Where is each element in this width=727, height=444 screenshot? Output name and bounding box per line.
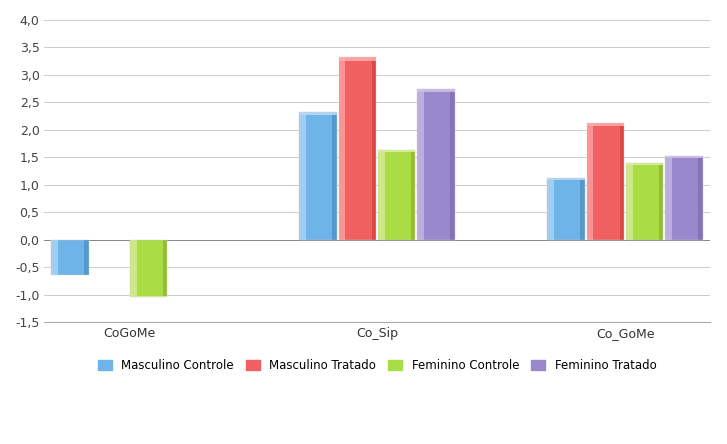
FancyBboxPatch shape <box>619 123 624 240</box>
Bar <box>378 150 415 240</box>
Bar <box>626 163 663 240</box>
FancyBboxPatch shape <box>130 240 167 297</box>
FancyBboxPatch shape <box>547 178 554 240</box>
FancyBboxPatch shape <box>626 163 663 240</box>
FancyBboxPatch shape <box>698 156 703 240</box>
Bar <box>130 240 167 297</box>
Legend: Masculino Controle, Masculino Tratado, Feminino Controle, Feminino Tratado: Masculino Controle, Masculino Tratado, F… <box>93 354 661 377</box>
FancyBboxPatch shape <box>587 123 624 240</box>
FancyBboxPatch shape <box>659 163 663 240</box>
FancyBboxPatch shape <box>587 123 624 126</box>
FancyBboxPatch shape <box>52 240 58 275</box>
FancyBboxPatch shape <box>130 296 167 297</box>
FancyBboxPatch shape <box>339 57 376 61</box>
Bar <box>339 57 376 240</box>
Bar <box>417 89 454 240</box>
FancyBboxPatch shape <box>587 123 593 240</box>
FancyBboxPatch shape <box>417 89 454 92</box>
FancyBboxPatch shape <box>300 112 337 115</box>
FancyBboxPatch shape <box>665 156 703 159</box>
FancyBboxPatch shape <box>580 178 585 240</box>
FancyBboxPatch shape <box>378 150 415 240</box>
FancyBboxPatch shape <box>626 163 663 165</box>
FancyBboxPatch shape <box>371 57 376 240</box>
FancyBboxPatch shape <box>130 240 137 297</box>
FancyBboxPatch shape <box>52 274 89 275</box>
FancyBboxPatch shape <box>378 150 385 240</box>
FancyBboxPatch shape <box>163 240 167 297</box>
FancyBboxPatch shape <box>300 112 337 240</box>
FancyBboxPatch shape <box>665 156 703 240</box>
FancyBboxPatch shape <box>547 178 585 240</box>
FancyBboxPatch shape <box>339 57 345 240</box>
FancyBboxPatch shape <box>300 112 306 240</box>
FancyBboxPatch shape <box>665 156 672 240</box>
FancyBboxPatch shape <box>84 240 89 275</box>
FancyBboxPatch shape <box>450 89 454 240</box>
FancyBboxPatch shape <box>547 178 585 180</box>
FancyBboxPatch shape <box>417 89 424 240</box>
FancyBboxPatch shape <box>417 89 454 240</box>
Bar <box>300 112 337 240</box>
FancyBboxPatch shape <box>378 150 415 152</box>
FancyBboxPatch shape <box>52 240 89 275</box>
Bar <box>547 178 585 240</box>
FancyBboxPatch shape <box>411 150 415 240</box>
FancyBboxPatch shape <box>339 57 376 240</box>
Bar <box>665 156 703 240</box>
Bar <box>587 123 624 240</box>
Bar <box>52 240 89 275</box>
FancyBboxPatch shape <box>626 163 632 240</box>
FancyBboxPatch shape <box>332 112 337 240</box>
